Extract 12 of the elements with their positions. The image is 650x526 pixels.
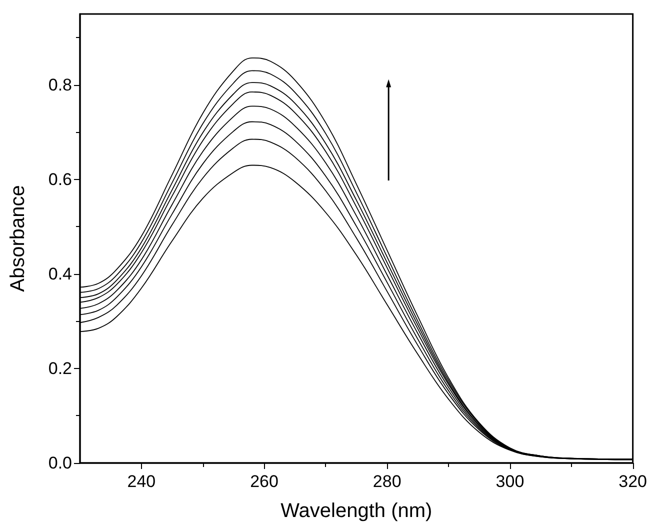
x-tick-label: 320 <box>618 472 648 491</box>
y-tick-label: 0.8 <box>48 75 72 94</box>
x-tick-label: 240 <box>127 472 156 491</box>
y-axis-title: Absorbance <box>7 185 29 292</box>
y-tick-label: 0.6 <box>48 170 72 189</box>
y-tick-label: 0.4 <box>48 264 72 284</box>
x-tick-label: 260 <box>250 472 278 491</box>
y-tick-label: 0.0 <box>48 454 72 472</box>
x-tick-label: 300 <box>496 472 524 491</box>
x-tick-label: 280 <box>372 472 402 491</box>
y-tick-label: 0.2 <box>48 358 72 378</box>
x-axis-title: Wavelength (nm) <box>280 500 432 522</box>
